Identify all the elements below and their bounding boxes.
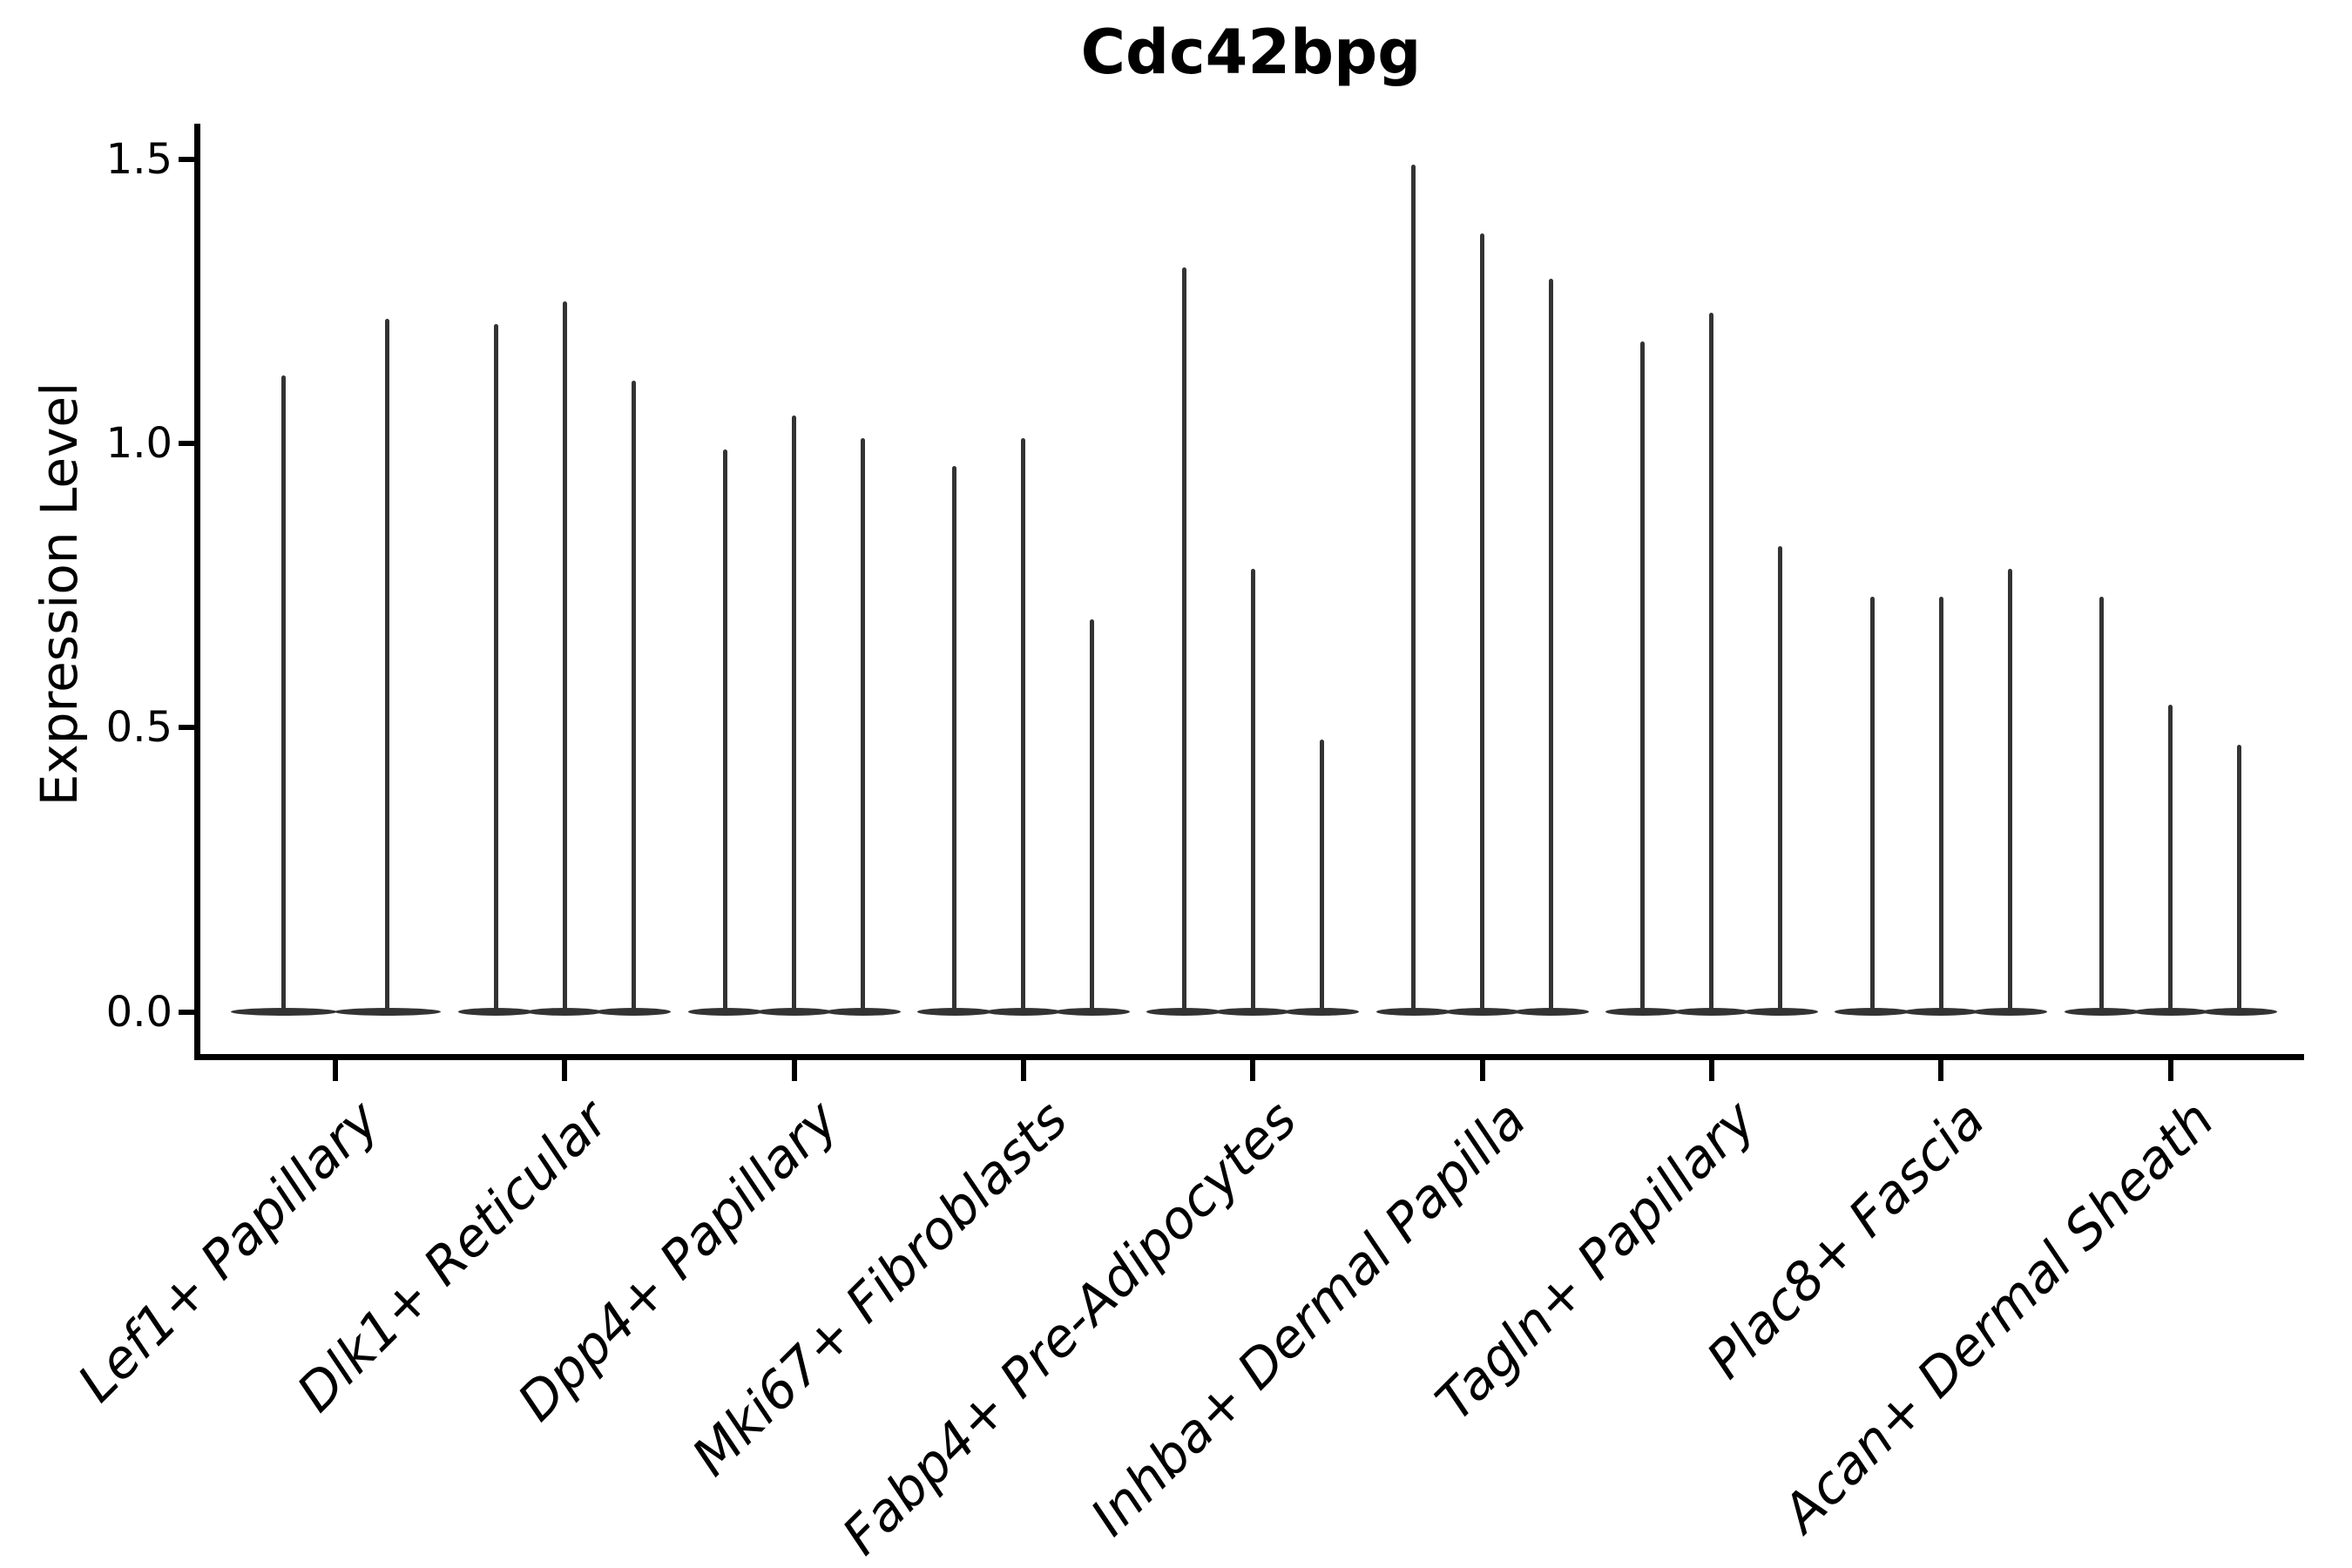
y-tick-mark <box>179 441 198 447</box>
violin-base <box>825 1008 901 1017</box>
x-tick-label: Inhba+ Dermal Papilla <box>1079 1089 1538 1548</box>
violin-spike <box>1090 619 1095 1014</box>
violin-spike <box>562 301 567 1014</box>
violin-spike <box>952 466 957 1014</box>
violin-base <box>230 1008 337 1017</box>
x-tick-label: Acan+ Dermal Sheath <box>1771 1089 2227 1544</box>
violin-spike <box>281 375 286 1014</box>
violin-spike <box>1938 597 1943 1014</box>
violin-base <box>985 1008 1061 1017</box>
x-tick-mark <box>1708 1060 1714 1081</box>
violin-base <box>458 1008 534 1017</box>
violin-spike <box>385 318 389 1014</box>
violin-base <box>1835 1008 1910 1017</box>
violin-base <box>1054 1008 1130 1017</box>
violin-base <box>1375 1008 1451 1017</box>
chart-title: Cdc42bpg <box>1080 17 1422 88</box>
violin-base <box>1742 1008 1818 1017</box>
violin-spike <box>1549 278 1554 1014</box>
violin-spike <box>2168 705 2173 1014</box>
violin-base <box>1444 1008 1520 1017</box>
y-tick-mark <box>179 156 198 162</box>
violin-base <box>334 1008 441 1017</box>
violin-spike <box>1480 233 1485 1014</box>
y-tick-mark <box>179 1009 198 1015</box>
y-tick-label: 0.0 <box>105 987 172 1037</box>
x-tick-mark <box>791 1060 797 1081</box>
x-axis-spine <box>194 1054 2304 1060</box>
violin-spike <box>1250 568 1255 1014</box>
violin-spike <box>2099 597 2105 1014</box>
x-tick-mark <box>333 1060 338 1081</box>
x-tick-mark <box>1250 1060 1256 1081</box>
violin-base <box>1215 1008 1291 1017</box>
violin-spike <box>1778 545 1783 1014</box>
violin-spike <box>1181 267 1186 1014</box>
x-tick-mark <box>562 1060 568 1081</box>
violin-spike <box>1709 313 1714 1014</box>
violin-spike <box>1319 739 1324 1014</box>
violin-base <box>2064 1008 2139 1017</box>
violin-base <box>2201 1008 2277 1017</box>
x-tick-mark <box>2167 1060 2173 1081</box>
y-tick-label: 1.0 <box>105 419 172 469</box>
violin-spike <box>723 449 728 1014</box>
violin-base <box>687 1008 763 1017</box>
violin-spike <box>1869 597 1875 1014</box>
violin-base <box>1284 1008 1360 1017</box>
violin-spike <box>1021 437 1026 1014</box>
x-tick-mark <box>1020 1060 1026 1081</box>
violin-base <box>1513 1008 1589 1017</box>
violin-spike <box>2007 568 2012 1014</box>
x-tick-label: Fabp4+ Pre-Adipocytes <box>831 1089 1309 1567</box>
violin-spike <box>2237 745 2242 1014</box>
x-tick-label: Mki67+ Fibroblasts <box>680 1089 1079 1489</box>
violin-base <box>916 1008 992 1017</box>
violin-base <box>2132 1008 2208 1017</box>
y-tick-label: 0.5 <box>105 703 172 753</box>
violin-spike <box>861 437 866 1014</box>
violin-spike <box>1411 165 1416 1014</box>
y-tick-label: 1.5 <box>105 134 172 184</box>
violin-base <box>596 1008 672 1017</box>
violin-base <box>1903 1008 1979 1017</box>
violin-spike <box>631 381 636 1014</box>
y-tick-mark <box>179 725 198 731</box>
violin-base <box>1605 1008 1680 1017</box>
violin-base <box>1972 1008 2048 1017</box>
violin-spike <box>1640 341 1646 1014</box>
violin-base <box>1146 1008 1222 1017</box>
x-tick-mark <box>1938 1060 1944 1081</box>
x-tick-mark <box>1479 1060 1485 1081</box>
violin-spike <box>792 415 797 1014</box>
y-axis-spine <box>194 124 200 1060</box>
y-axis-label: Expression Level <box>30 382 89 807</box>
violin-base <box>756 1008 832 1017</box>
violin-base <box>527 1008 603 1017</box>
violin-base <box>1673 1008 1749 1017</box>
violin-spike <box>493 324 498 1014</box>
